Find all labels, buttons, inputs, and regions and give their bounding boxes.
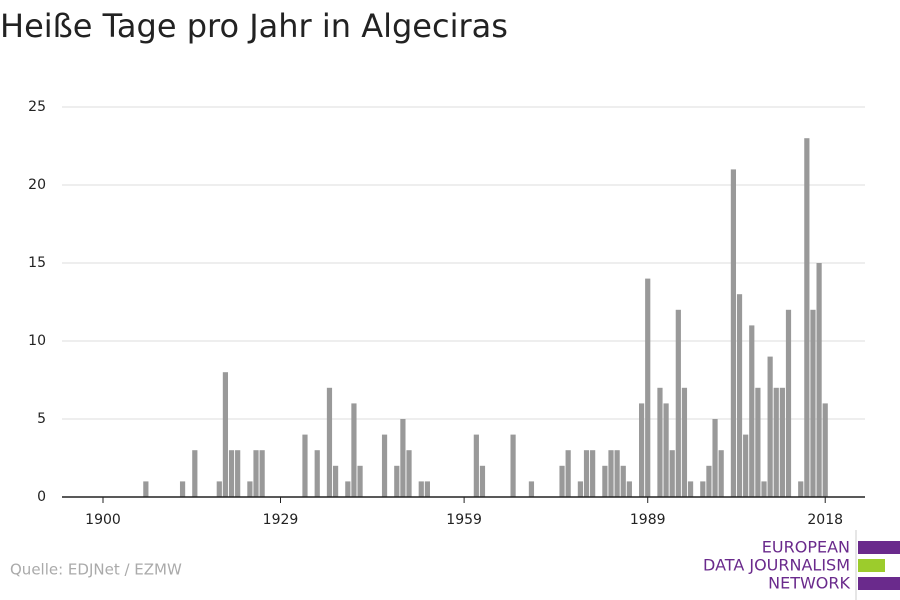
bar [779, 387, 785, 497]
bar [222, 372, 229, 497]
bar [798, 481, 804, 497]
bar [406, 450, 412, 497]
bar [394, 465, 400, 497]
bar [730, 169, 737, 497]
bar [669, 450, 675, 497]
bar [510, 434, 516, 497]
y-tick-label: 5 [37, 411, 46, 427]
bar [773, 387, 779, 497]
bar [351, 403, 357, 497]
logo-bar [858, 541, 900, 554]
bar [332, 465, 339, 497]
logo-bar [858, 559, 885, 572]
bar [602, 465, 608, 497]
bar [259, 450, 265, 497]
bar [614, 450, 620, 497]
x-tick-label: 1959 [446, 512, 482, 528]
bar [235, 450, 241, 497]
bar [381, 434, 388, 497]
bar [418, 481, 424, 497]
bar [216, 481, 222, 497]
bar [749, 325, 755, 497]
logo-text: DATA JOURNALISM [703, 556, 850, 575]
bar [620, 465, 626, 497]
x-tick-label: 2018 [807, 512, 843, 528]
bar [577, 481, 584, 497]
bar [657, 387, 663, 497]
bar [479, 465, 486, 497]
bar [755, 387, 761, 497]
bar [804, 138, 810, 497]
bar [761, 481, 767, 497]
bar [645, 278, 651, 497]
bar [528, 481, 535, 497]
bar [345, 481, 351, 497]
bar [608, 450, 614, 497]
x-tick-label: 1900 [85, 512, 121, 528]
bar [326, 387, 333, 497]
bar [810, 309, 816, 497]
bar [681, 387, 688, 497]
bar [687, 481, 694, 497]
bar [357, 465, 363, 497]
bar [228, 450, 235, 497]
bar [590, 450, 596, 497]
x-tick-label: 1929 [263, 512, 299, 528]
bar [706, 465, 712, 497]
y-tick-label: 25 [28, 99, 46, 115]
bar [314, 450, 320, 497]
bar [718, 450, 724, 497]
logo-text: NETWORK [768, 574, 850, 593]
bar [639, 403, 645, 497]
bar [736, 294, 743, 497]
y-tick-label: 10 [28, 333, 46, 349]
bar [785, 309, 792, 497]
bar [143, 481, 149, 497]
source: Quelle: EDJNet / EZMW [10, 561, 182, 579]
bar [247, 481, 253, 497]
bar [302, 434, 308, 497]
bar [816, 263, 822, 497]
y-tick-label: 15 [28, 255, 46, 271]
bar [192, 450, 198, 497]
y-tick-label: 0 [37, 489, 46, 505]
logo-bar [858, 577, 900, 590]
y-tick-label: 20 [28, 177, 46, 193]
bar [663, 403, 669, 497]
bar [400, 419, 406, 497]
x-tick-label: 1989 [630, 512, 666, 528]
bar [179, 481, 186, 497]
bar [583, 450, 590, 497]
bar [743, 434, 749, 497]
bar [675, 309, 681, 497]
logo-text: EUROPEAN [762, 538, 850, 557]
bar [424, 481, 430, 497]
bar [565, 450, 571, 497]
bar [700, 481, 706, 497]
bar [253, 450, 259, 497]
bar [712, 419, 718, 497]
chart-title: Heiße Tage pro Jahr in Algeciras [0, 7, 508, 45]
bar [767, 356, 773, 497]
bar [559, 465, 565, 497]
bar [473, 434, 479, 497]
bar [822, 403, 828, 497]
bar [626, 481, 632, 497]
